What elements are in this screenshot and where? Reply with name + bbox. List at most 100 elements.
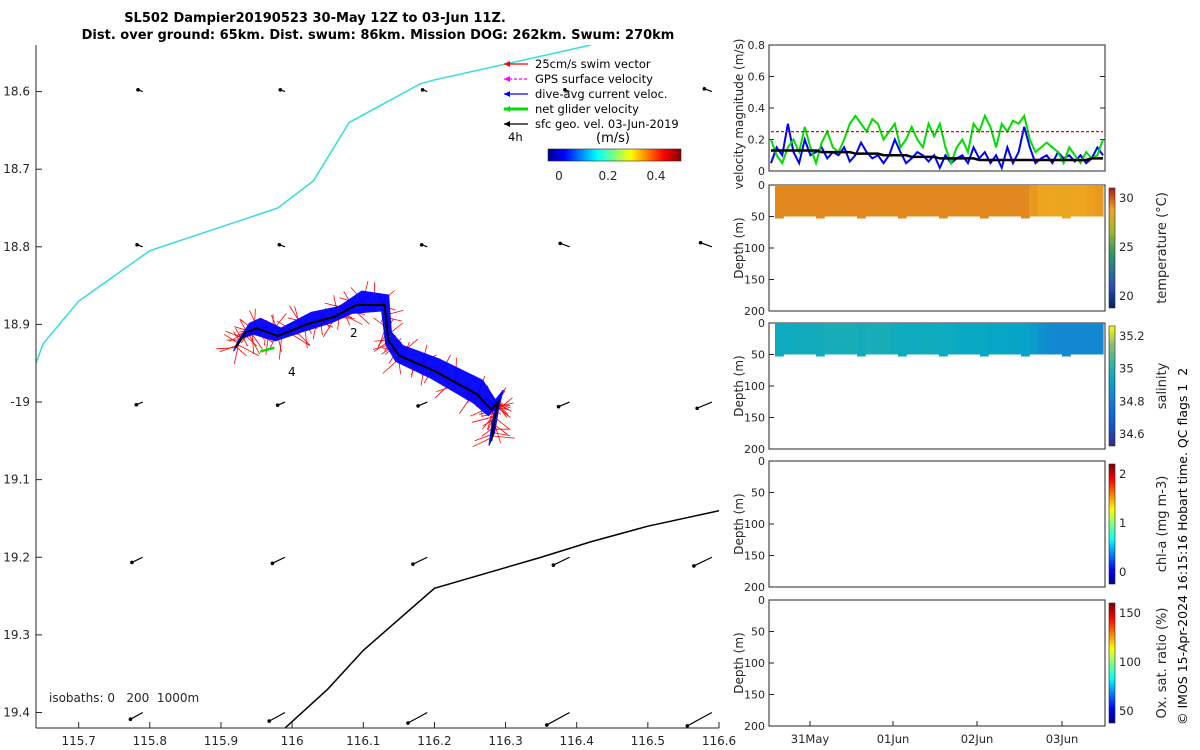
legend-time-label: 4h [508,130,523,144]
temperature-profile-cell [955,185,965,217]
geo-velocity-arrow [131,556,143,564]
geo-velocity-arrowhead [134,402,139,407]
temperature-profile-cell [1037,185,1047,217]
time-tick-label: 02Jun [961,732,994,746]
credit-text: © IMOS 15-Apr-2024 16:15:16 Hobart time.… [1175,368,1190,725]
salinity-colorbar-tick: 35 [1119,362,1134,376]
geo-velocity-arrow [693,556,713,567]
temperature-profile-cell [799,185,809,217]
chla-colorbar [1108,463,1116,585]
salinity-profile-cell [971,323,981,355]
depth-tick-label: 50 [751,626,765,639]
time-tick-label: 03Jun [1046,732,1079,746]
temperature-profile-cell [1078,185,1088,217]
geo-velocity-arrowhead [278,88,283,92]
legend-item-label: sfc geo. vel. 03-Jun-2019 [535,117,679,131]
salinity-profile-cell [816,323,825,357]
map-x-tick-label: 116 [281,734,304,748]
depth-tick-label: 150 [744,689,765,702]
temperature-profile-cell [1094,185,1104,217]
geo-velocity-arrowhead [136,88,140,92]
temperature-profile-cell [824,185,833,217]
salinity-profile-cell [857,323,866,357]
geo-velocity-arrowhead [420,88,425,92]
oxygen-colorbar-tick: 100 [1119,655,1141,669]
geo-velocity-arrowhead [130,560,134,565]
geo-velocity-arrowhead [275,403,280,407]
swim-vector [492,435,515,439]
geo-velocity-arrow [407,711,428,724]
velocity-y-tick-label: 0 [758,165,765,178]
geo-velocity-arrowhead [128,717,133,721]
salinity-panel: 0 50 100 150 200 Depth (m) 35.2 35 34.8 34.6 salin… [732,317,1170,456]
oxygen-axes-frame [768,599,1106,727]
geo-velocity-arrowhead [419,242,424,247]
track-label-2: 2 [350,326,358,340]
geo-velocity-arrowhead [270,561,275,566]
temperature-profile-cell [980,185,989,219]
salinity-profile-cell [1053,323,1063,355]
salinity-profile-cell [1021,323,1030,357]
velocity-y-tick-label: 0.8 [748,39,766,52]
temperature-colorbar-label: temperature (°C) [1155,192,1170,304]
colorbar-tick-2: 0.4 [646,169,665,183]
salinity-profile-cell [1094,323,1104,355]
salinity-colorbar-tick: 34.6 [1119,427,1145,441]
temperature-profile-cell [783,185,792,217]
salinity-profile-cell [865,323,874,355]
depth-tick-label: 0 [758,179,765,192]
geo-velocity-arrowhead [558,241,562,246]
salinity-profile-cell [1078,323,1088,355]
salinity-profile-cell [914,323,924,355]
swim-vector [474,433,493,442]
salinity-profile-cell [848,323,858,355]
current-velocity-band [232,290,504,446]
geo-velocity-arrow [558,401,570,408]
depth-tick-label: 50 [751,211,765,224]
salinity-profile-cell [1045,323,1055,355]
geo-velocity-arrow [696,401,713,409]
geo-velocity-arrowhead [135,242,139,247]
salinity-profile-cell [963,323,973,355]
map-x-tick-label: 116.6 [702,734,736,748]
temperature-profile-cell [988,185,997,217]
geo-velocity-arrowhead [563,88,567,92]
swim-vector [224,334,239,344]
net-glider-velocity [259,346,275,353]
time-tick-label: 01Jun [877,732,910,746]
velocity-y-tick-label: 0.2 [748,134,766,147]
depth-tick-label: 0 [758,594,765,607]
swim-vector [472,437,493,448]
velocity-axes-frame [768,44,1106,172]
salinity-profile-cell [955,323,965,355]
salinity-profile-cell [930,323,940,355]
temperature-colorbar [1108,187,1116,309]
salinity-profile-cell [1012,323,1022,355]
temperature-profile-cell [996,185,1006,217]
depth-tick-label: 100 [744,380,765,393]
map-x-tick-label: 116.4 [560,734,594,748]
salinity-colorbar [1108,325,1116,447]
temperature-colorbar-tick: 20 [1119,289,1134,303]
depth-tick-label: 150 [744,274,765,287]
salinity-profile-cell [840,323,850,355]
temperature-profile-cell [1021,185,1030,219]
temperature-ylabel: Depth (m) [732,217,746,278]
glider-track-line [234,304,501,441]
depth-tick-label: 0 [758,317,765,330]
oxygen-colorbar-label: Ox. sat. ratio (%) [1155,608,1170,719]
velocity-panel: 0 0.2 0.4 0.6 0.8 velocity magnitude (m/s) [732,39,1106,189]
temperature-profile-cell [832,185,842,217]
temperature-profile-cell [971,185,981,217]
oxygen-colorbar-tick: 150 [1119,606,1141,620]
track-label-4: 4 [288,365,296,379]
geo-velocity-arrowhead [416,404,420,408]
legend-swatch-arrowhead [504,91,510,97]
depth-tick-label: 0 [758,455,765,468]
velocity-series-line [770,123,1104,171]
map-x-tick-label: 116.3 [488,734,522,748]
salinity-profile-cell [939,323,948,357]
swim-vector [216,347,236,350]
geo-velocity-arrowhead [267,719,272,723]
